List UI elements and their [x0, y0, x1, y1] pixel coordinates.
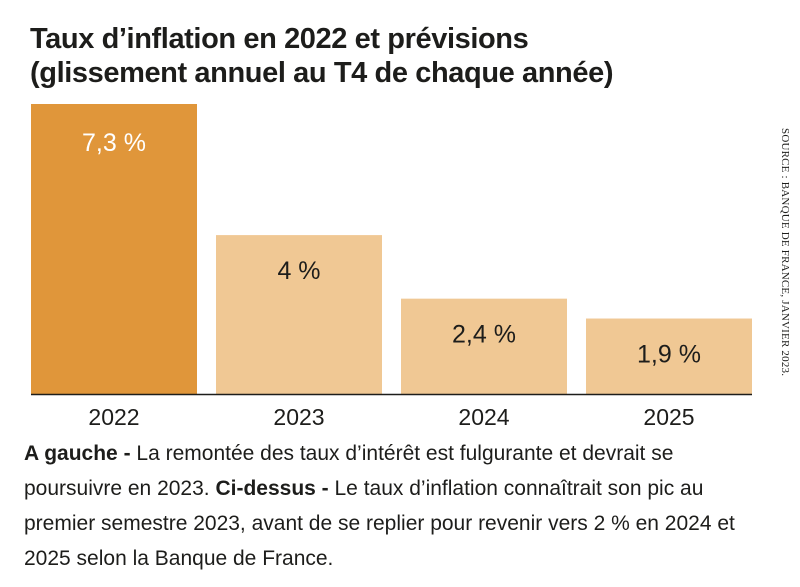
caption: A gauche - La remontée des taux d’intérê… — [24, 436, 764, 576]
x-tick-label-2022: 2022 — [88, 404, 139, 430]
caption-text-above: Le taux d’inflation connaîtrait son pic … — [24, 477, 735, 570]
inflation-bar-chart: 7,3 % 2022 4 % 2023 2,4 % 2024 1,9 % 2025 — [31, 104, 752, 430]
caption-text-left: La remontée des taux d’intérêt est fulgu… — [24, 442, 674, 500]
chart-title: Taux d’inflation en 2022 et prévisions (… — [30, 22, 770, 90]
data-label-2025: 1,9 % — [637, 341, 701, 369]
chart-title-line-2: (glissement annuel au T4 de chaque année… — [30, 57, 614, 89]
x-tick-label-2025: 2025 — [643, 404, 694, 430]
data-label-2024: 2,4 % — [452, 321, 516, 349]
bar-2023 — [216, 235, 382, 394]
chart-title-line-1: Taux d’inflation en 2022 et prévisions — [30, 23, 529, 55]
bar-2024 — [401, 298, 567, 394]
x-tick-label-2023: 2023 — [273, 404, 324, 430]
source-note: SOURCE : BANQUE DE FRANCE, JANVIER 2023. — [779, 128, 791, 377]
caption-bold-above: Ci-dessus - — [215, 477, 329, 500]
bar-2022 — [31, 104, 197, 394]
bar-2025 — [586, 318, 752, 394]
data-label-2023: 4 % — [277, 257, 320, 285]
caption-bold-left: A gauche - — [24, 442, 131, 465]
data-label-2022: 7,3 % — [82, 129, 146, 157]
x-tick-label-2024: 2024 — [458, 404, 509, 430]
